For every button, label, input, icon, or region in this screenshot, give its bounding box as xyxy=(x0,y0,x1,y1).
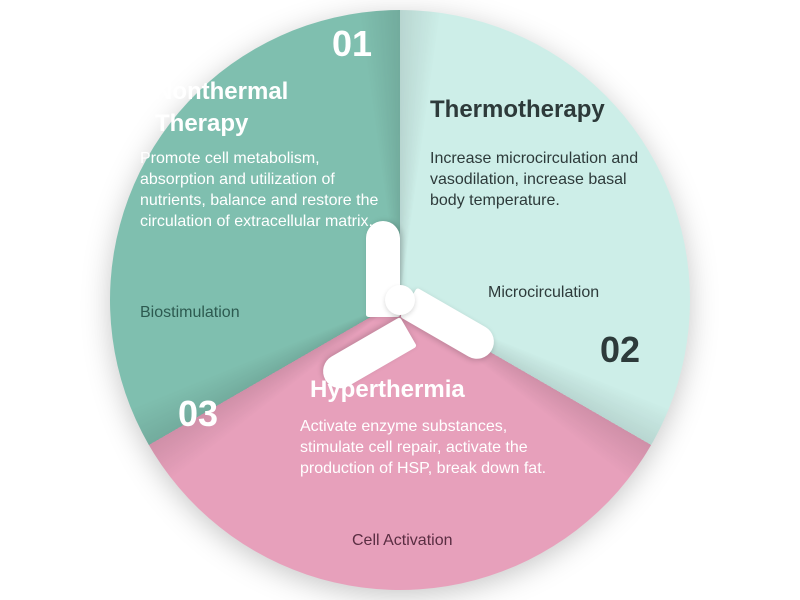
slice-body-thermotherapy: Increase microcirculation and vasodilati… xyxy=(430,148,660,211)
slice-number-01: 01 xyxy=(332,20,372,68)
slice-tag-cell-activation: Cell Activation xyxy=(352,530,453,551)
slice-title-hyperthermia: Hyperthermia xyxy=(310,374,465,406)
pinwheel-hub xyxy=(330,230,470,370)
slice-body-hyperthermia: Activate enzyme substances, stimulate ce… xyxy=(300,416,550,479)
slice-tag-microcirculation: Microcirculation xyxy=(488,282,599,303)
slice-number-03: 03 xyxy=(178,390,218,438)
hub-cap xyxy=(385,285,415,315)
slice-tag-biostimulation: Biostimulation xyxy=(140,302,240,323)
slice-body-nonthermal: Promote cell metabolism, absorption and … xyxy=(140,148,385,232)
infographic-stage: 01 Nonthermal Therapy Promote cell metab… xyxy=(0,0,800,600)
slice-title-thermotherapy: Thermotherapy xyxy=(430,94,605,126)
slice-title-nonthermal: Nonthermal Therapy xyxy=(155,76,375,139)
slice-number-02: 02 xyxy=(600,326,640,374)
